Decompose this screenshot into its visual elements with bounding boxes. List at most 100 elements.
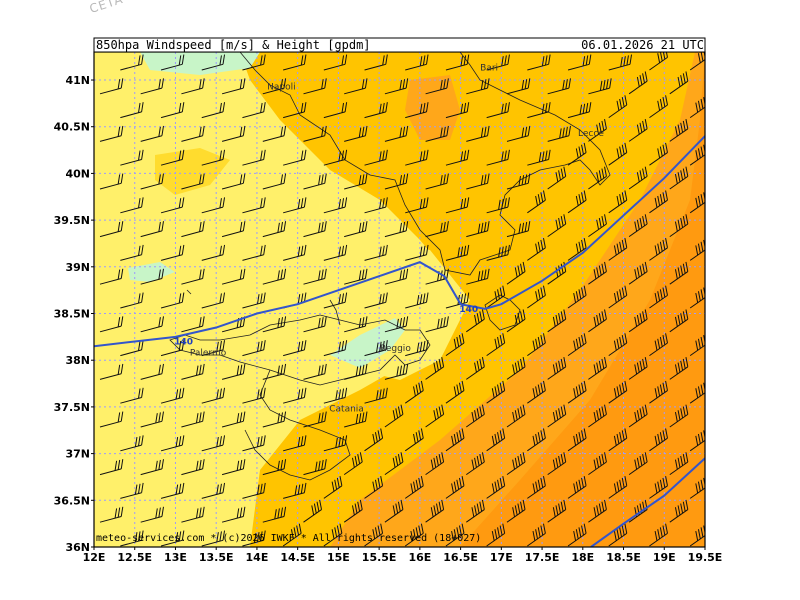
wind-barb xyxy=(466,309,485,333)
wind-barb xyxy=(283,102,307,119)
wind-barb xyxy=(486,523,506,547)
wind-barb xyxy=(506,221,531,238)
wind-barb xyxy=(364,428,384,452)
wind-barb xyxy=(282,523,302,547)
wind-barb xyxy=(669,261,689,285)
wind-barb xyxy=(567,333,587,357)
wind-barb xyxy=(99,316,124,333)
wind-barb xyxy=(547,214,567,238)
wind-barb xyxy=(99,363,124,380)
wind-barb xyxy=(384,452,404,476)
wind-barb xyxy=(303,78,327,95)
wind-barb xyxy=(323,102,348,119)
wind-barb xyxy=(404,523,424,547)
wind-barb xyxy=(405,102,429,119)
wind-barb xyxy=(323,435,348,452)
wind-barb xyxy=(527,238,546,261)
wind-barb xyxy=(588,309,607,333)
wind-barb xyxy=(140,78,164,95)
wind-barb xyxy=(99,459,124,476)
wind-barb xyxy=(608,380,628,404)
wind-barb xyxy=(160,530,185,547)
wind-barb xyxy=(364,387,388,404)
wind-barb xyxy=(567,523,587,547)
wind-barb xyxy=(201,387,226,404)
wind-barb xyxy=(242,197,266,214)
wind-barb xyxy=(567,238,587,261)
contour-label: 140 xyxy=(459,305,478,315)
wind-barb xyxy=(344,363,368,380)
wind-barb xyxy=(99,268,124,285)
wind-barb xyxy=(608,54,633,71)
wind-barbs xyxy=(99,52,705,547)
wind-barb xyxy=(567,142,587,166)
wind-barb xyxy=(547,499,567,523)
wind-barb xyxy=(160,149,185,166)
wind-barb xyxy=(608,285,628,309)
wind-barb xyxy=(588,119,607,142)
lat-tick-label: 39.5N xyxy=(54,214,90,227)
wind-barb xyxy=(486,428,506,452)
longitude-labels: 12E 12.5E 13E 13.5E 14E 14.5E 15E 15.5E 16E 16.5E… xyxy=(83,547,723,564)
wind-barb xyxy=(344,268,368,285)
wind-barb xyxy=(466,268,490,285)
wind-barb xyxy=(323,340,348,357)
wind-barb xyxy=(649,380,668,404)
wind-barb xyxy=(303,411,327,428)
wind-barb xyxy=(466,499,485,523)
wind-barb xyxy=(628,119,648,142)
wind-barb xyxy=(384,499,404,523)
wind-barb xyxy=(323,387,348,404)
contour-label: 140 xyxy=(174,338,193,348)
wind-barb xyxy=(181,268,205,285)
wind-barb xyxy=(160,435,185,452)
wind-barb xyxy=(425,404,445,428)
wind-barb xyxy=(425,221,449,238)
wind-barb xyxy=(221,78,246,95)
wind-barb xyxy=(303,125,327,142)
wind-barb xyxy=(364,244,388,261)
wind-barb xyxy=(486,333,506,357)
wind-barb xyxy=(384,268,409,285)
city-label-catania: Catania xyxy=(329,405,364,415)
lon-tick-label: 18.5E xyxy=(606,551,641,564)
wind-barb xyxy=(404,476,424,499)
wind-barb xyxy=(323,197,348,214)
lon-tick-label: 19.5E xyxy=(688,551,723,564)
wind-barb xyxy=(649,285,668,309)
wind-barb xyxy=(120,102,144,119)
wind-barb xyxy=(120,340,144,357)
wind-barb xyxy=(364,102,388,119)
wind-barb xyxy=(221,459,246,476)
lat-tick-label: 38N xyxy=(65,354,90,367)
wind-barb xyxy=(445,197,470,214)
wind-barb xyxy=(547,78,571,95)
wind-barb xyxy=(344,411,368,428)
wind-barb xyxy=(649,428,668,452)
wind-barb xyxy=(628,71,648,95)
wind-barb xyxy=(140,506,164,523)
wind-barb xyxy=(140,221,164,238)
wind-barb xyxy=(242,149,266,166)
wind-barb xyxy=(181,125,205,142)
wind-barb xyxy=(201,197,226,214)
lon-tick-label: 14.5E xyxy=(280,551,315,564)
wind-barb xyxy=(445,333,465,357)
wind-barb xyxy=(547,404,567,428)
wind-barb xyxy=(649,333,668,357)
latitude-labels: 41N 40.5N 40N 39.5N 39N 38.5N 38N 37.5N 37N 36.5N… xyxy=(54,74,94,554)
wind-barb xyxy=(181,78,205,95)
wind-barb xyxy=(669,119,689,142)
lon-tick-label: 16E xyxy=(408,551,431,564)
wind-barb xyxy=(344,316,368,333)
wind-barb xyxy=(160,292,185,309)
wind-barb xyxy=(160,244,185,261)
wind-zone-green-reggio xyxy=(330,318,405,368)
wind-barb xyxy=(669,71,689,95)
wind-barb xyxy=(181,459,205,476)
wind-barb xyxy=(120,292,144,309)
wind-barb xyxy=(608,142,628,166)
wind-barb xyxy=(506,309,526,333)
wind-barb xyxy=(588,261,607,285)
wind-barb xyxy=(547,357,567,380)
